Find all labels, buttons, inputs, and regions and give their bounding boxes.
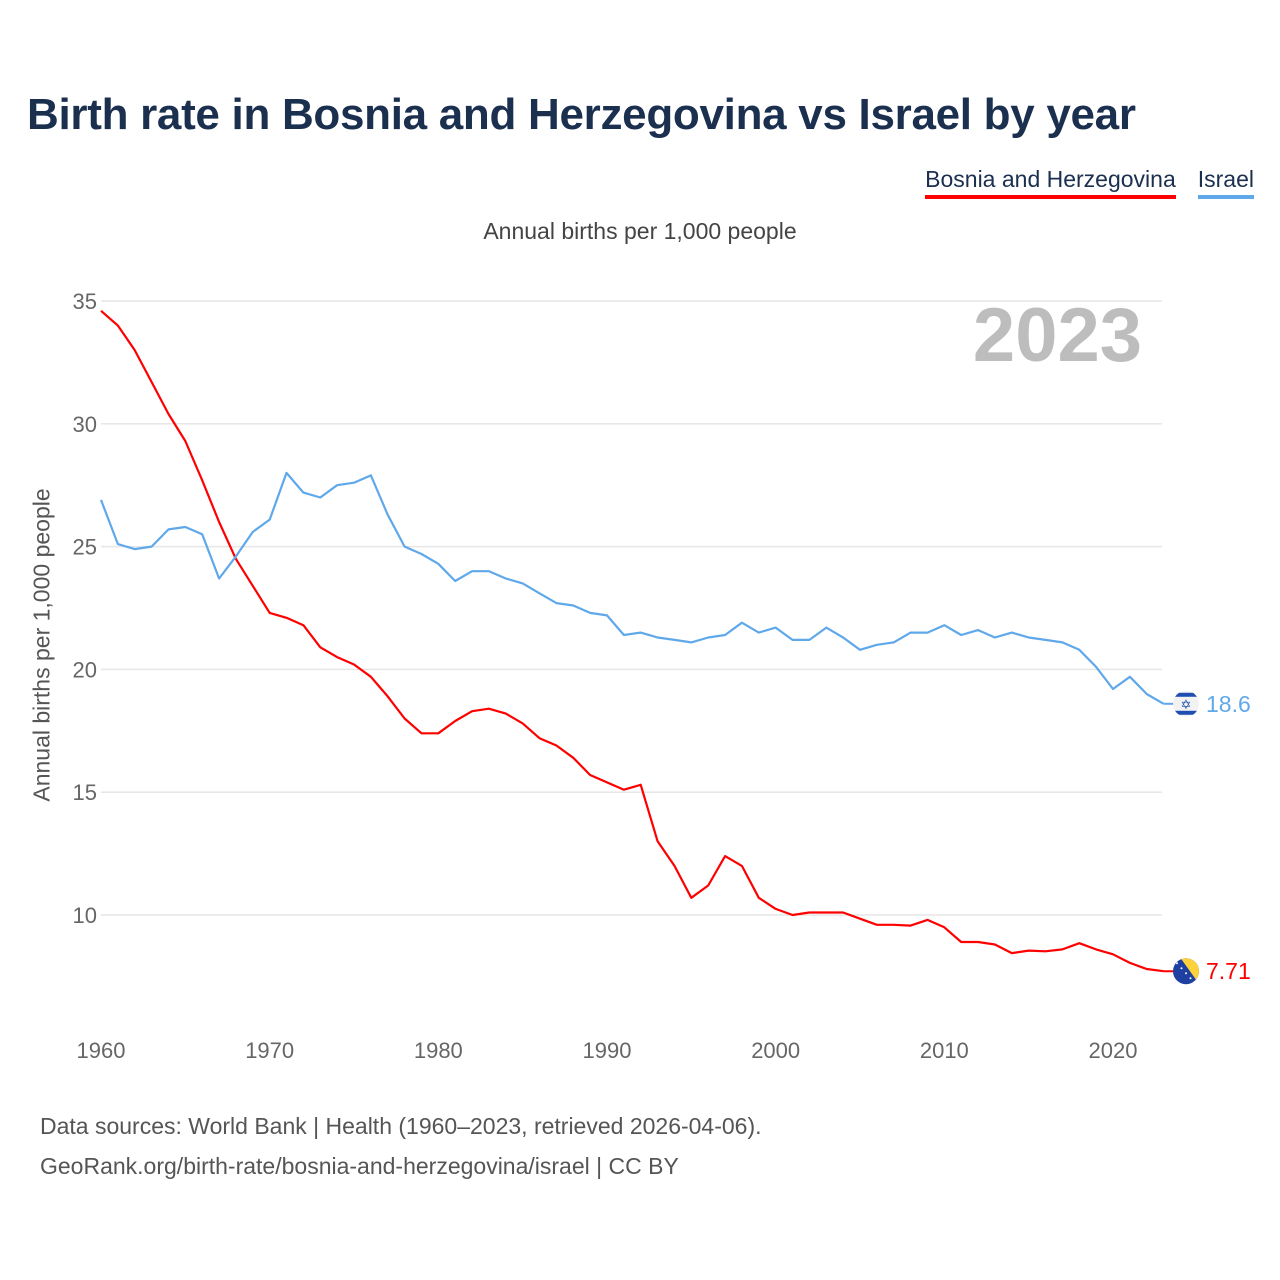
end-value-label: 7.71 [1206,958,1251,984]
israel-flag-icon: ✡ [1173,690,1199,717]
footer-link[interactable]: GeoRank.org/birth-rate/bosnia-and-herzeg… [40,1153,679,1179]
y-tick-label: 20 [73,657,97,682]
bosnia-flag-icon [1173,958,1199,985]
y-tick-label: 15 [73,780,97,805]
x-tick-label: 1970 [245,1038,294,1063]
chart-title: Birth rate in Bosnia and Herzegovina vs … [27,90,1136,139]
y-tick-label: 30 [73,412,97,437]
y-tick-label: 35 [73,289,97,314]
x-tick-label: 1980 [414,1038,463,1063]
x-tick-label: 2010 [920,1038,969,1063]
legend-item-bosnia[interactable]: Bosnia and Herzegovina [925,166,1176,199]
footer: Data sources: World Bank | Health (1960–… [40,1106,762,1186]
chart-subtitle: Annual births per 1,000 people [483,218,797,244]
legend-item-israel[interactable]: Israel [1197,166,1254,199]
series-line-bosnia [100,309,1164,973]
x-tick-label: 1960 [77,1038,126,1063]
x-tick-label: 1990 [583,1038,632,1063]
current-year-label: 2023 [972,293,1142,378]
y-tick-label: 25 [73,535,97,560]
end-value-label: 18.6 [1206,691,1251,717]
series-line-israel [99,471,1165,705]
y-tick-label: 10 [73,903,97,928]
x-tick-label: 2020 [1089,1038,1138,1063]
legend: Bosnia and Herzegovina Israel [925,166,1254,199]
footer-sources: Data sources: World Bank | Health (1960–… [40,1113,762,1139]
x-tick-label: 2000 [751,1038,800,1063]
svg-text:✡: ✡ [1181,698,1192,713]
